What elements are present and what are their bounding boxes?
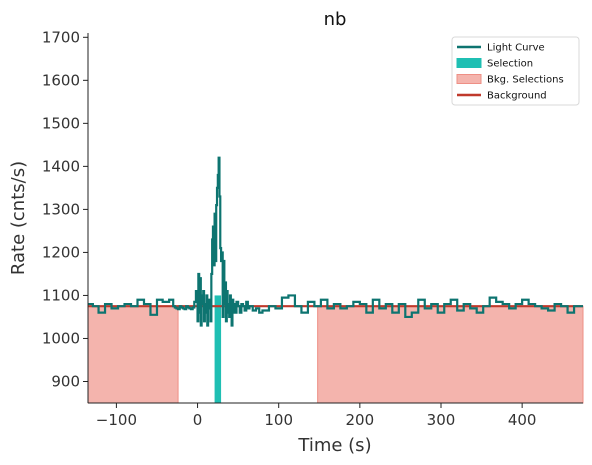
y-tick-label: 1100 [42, 286, 80, 304]
legend-patch-swatch [456, 74, 482, 84]
legend-label: Background [487, 91, 547, 102]
legend-item: Bkg. Selections [456, 74, 564, 86]
y-tick-label: 1200 [42, 243, 80, 261]
x-tick-label: −100 [96, 411, 137, 429]
x-tick-label: 200 [346, 411, 375, 429]
x-tick-label: 400 [508, 411, 537, 429]
bkg-selection-region-2 [317, 305, 584, 404]
y-tick-label: 1500 [42, 114, 80, 132]
x-tick-label: 0 [193, 411, 203, 429]
y-tick-label: 1000 [42, 329, 80, 347]
legend-item: Background [457, 91, 547, 102]
legend-item: Selection [456, 58, 533, 70]
x-tick-label: 300 [427, 411, 456, 429]
legend-label: Selection [487, 59, 533, 70]
y-tick-label: 1700 [42, 28, 80, 46]
y-tick-label: 1300 [42, 200, 80, 218]
light-curve-series [88, 156, 583, 327]
y-tick-label: 1400 [42, 157, 80, 175]
legend-item: Light Curve [457, 43, 545, 54]
y-axis-label: Rate (cnts/s) [8, 161, 29, 275]
bkg-selection-region-1 [87, 305, 179, 404]
legend: Light Curve Selection Bkg. Selections Backg… [451, 36, 580, 106]
plot-area [87, 156, 584, 404]
legend-label: Light Curve [487, 43, 545, 54]
chart-title: nb [324, 9, 347, 30]
axes: −100 0 100 200 300 400 900 1000 1100 1200 1300 1400… [42, 28, 583, 429]
x-tick-label: 100 [264, 411, 293, 429]
x-axis-label: Time (s) [297, 435, 371, 456]
legend-patch-swatch [456, 58, 482, 68]
y-tick-label: 1600 [42, 71, 80, 89]
legend-label: Bkg. Selections [487, 75, 564, 86]
y-tick-label: 900 [51, 372, 80, 390]
legend-box [451, 36, 580, 106]
selection-region [214, 295, 222, 403]
